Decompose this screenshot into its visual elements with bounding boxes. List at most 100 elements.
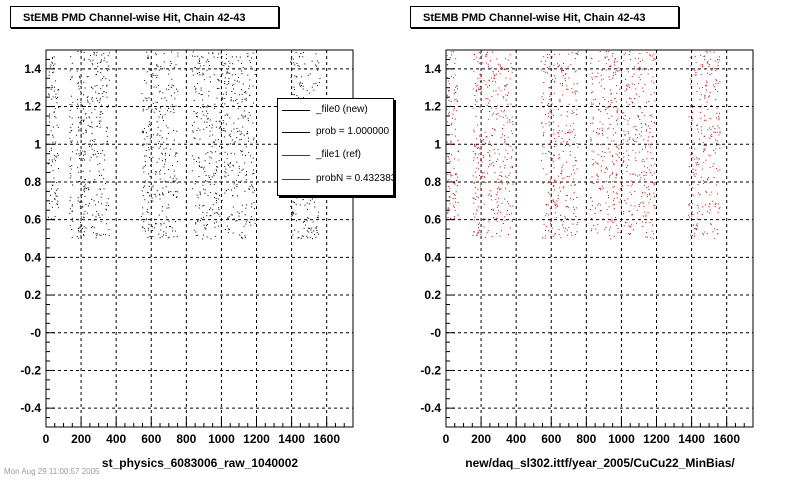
data-point — [541, 102, 543, 104]
data-point — [233, 128, 235, 130]
data-point — [235, 180, 237, 182]
data-point — [621, 112, 623, 114]
data-point — [554, 155, 555, 156]
data-point — [454, 99, 456, 101]
y-tick-label: 1 — [34, 137, 41, 151]
data-point — [198, 165, 200, 167]
data-point — [251, 57, 252, 59]
data-point — [100, 79, 102, 81]
data-point — [91, 98, 93, 100]
data-point — [209, 208, 210, 210]
data-point — [613, 208, 615, 210]
data-point — [86, 212, 88, 214]
data-point — [699, 99, 701, 101]
data-point — [644, 178, 645, 180]
data-point — [290, 59, 292, 61]
data-point — [697, 68, 699, 70]
data-point — [454, 107, 455, 109]
data-point — [192, 74, 194, 76]
data-point — [142, 167, 144, 169]
data-point — [106, 84, 108, 86]
data-point — [559, 156, 561, 158]
data-point — [716, 229, 718, 231]
data-point — [487, 86, 489, 88]
data-point — [304, 63, 306, 65]
data-point — [95, 216, 97, 218]
data-point — [455, 174, 457, 176]
data-point — [631, 183, 633, 185]
data-point — [195, 87, 197, 89]
data-point — [152, 134, 154, 136]
data-point — [707, 129, 709, 131]
data-point — [197, 127, 199, 129]
data-point — [143, 155, 145, 157]
data-point — [241, 204, 243, 206]
data-point — [233, 83, 235, 85]
data-point — [160, 130, 162, 132]
data-point — [611, 140, 613, 142]
data-point — [54, 96, 56, 98]
data-point — [244, 98, 246, 100]
data-point — [448, 90, 450, 92]
data-point — [557, 198, 559, 199]
data-point — [713, 177, 715, 179]
data-point — [709, 138, 711, 139]
data-point — [603, 88, 605, 90]
data-point — [80, 159, 82, 161]
data-point — [625, 52, 626, 54]
data-point — [96, 52, 98, 54]
data-point — [551, 158, 553, 160]
data-point — [549, 111, 551, 113]
data-point — [575, 90, 577, 92]
data-point — [141, 219, 143, 221]
data-point — [101, 54, 103, 56]
data-point — [699, 193, 701, 195]
data-point — [591, 150, 593, 152]
data-point — [714, 152, 716, 154]
data-point — [164, 173, 166, 175]
data-point — [566, 88, 568, 90]
data-point — [495, 108, 497, 110]
data-point — [91, 112, 93, 114]
data-point — [164, 97, 166, 99]
data-point — [509, 172, 511, 174]
data-point — [228, 65, 230, 67]
data-point — [623, 225, 625, 227]
data-point — [570, 125, 572, 127]
data-point — [477, 147, 479, 148]
data-point — [168, 169, 169, 171]
data-point — [622, 185, 624, 187]
data-point — [235, 56, 237, 58]
data-point — [93, 182, 95, 183]
data-point — [708, 154, 710, 156]
y-tick-label: 1.2 — [24, 100, 41, 114]
data-point — [564, 68, 566, 70]
data-point — [510, 146, 512, 148]
data-point — [595, 228, 597, 230]
data-point — [307, 217, 309, 219]
data-point — [629, 51, 631, 52]
data-point — [146, 71, 148, 73]
data-point — [549, 93, 551, 95]
data-point — [77, 108, 79, 109]
data-point — [447, 186, 449, 187]
data-point — [55, 155, 57, 157]
data-point — [599, 204, 601, 206]
data-point — [648, 101, 650, 102]
data-point — [562, 94, 564, 96]
data-point — [96, 97, 98, 99]
data-point — [225, 168, 227, 170]
data-point — [245, 115, 246, 117]
data-point — [616, 109, 618, 111]
data-point — [506, 159, 508, 160]
data-point — [80, 235, 82, 237]
data-point — [145, 218, 147, 220]
data-point — [542, 237, 544, 239]
data-point — [50, 165, 52, 167]
data-point — [626, 164, 628, 166]
data-point — [299, 81, 301, 83]
data-point — [165, 186, 167, 188]
data-point — [95, 54, 97, 56]
data-point — [542, 168, 544, 170]
data-point — [98, 93, 100, 94]
